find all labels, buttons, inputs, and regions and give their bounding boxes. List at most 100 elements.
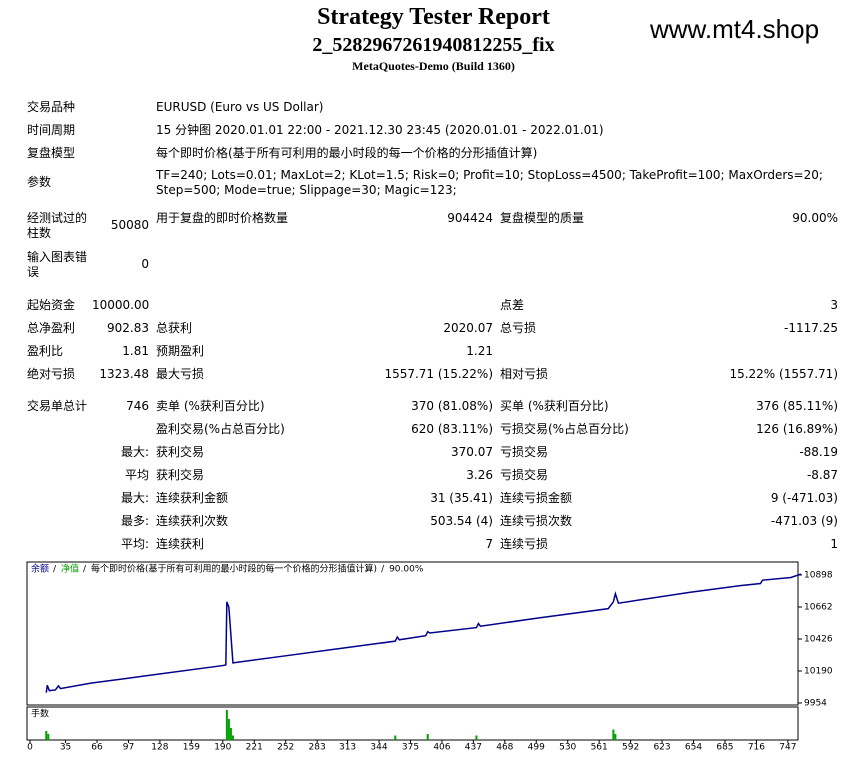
legend-item: 余额 bbox=[31, 563, 49, 575]
volume-bar bbox=[394, 735, 397, 740]
stat-value: 最多: bbox=[120, 514, 149, 528]
stat-value: 31 (35.41) bbox=[430, 491, 493, 505]
stat-value: 9 (-471.03) bbox=[770, 491, 838, 505]
stat-label: 连续获利金额 bbox=[156, 491, 229, 505]
volume-bar bbox=[426, 734, 429, 740]
report-subtitle: 2_5282967261940812255_fix bbox=[312, 34, 555, 56]
legend-sep: / bbox=[83, 565, 87, 575]
stat-value: 2020.07 bbox=[443, 321, 493, 335]
x-tick-label: 252 bbox=[277, 743, 294, 753]
stat-label: 连续获利 bbox=[156, 537, 205, 551]
stat-label: 预期盈利 bbox=[156, 344, 205, 358]
stat-value: -8.87 bbox=[806, 468, 838, 482]
stat-value: 1.21 bbox=[466, 344, 493, 358]
info-label: 交易品种 bbox=[27, 100, 76, 114]
stat-value: 1557.71 (15.22%) bbox=[384, 367, 493, 381]
stat-label: 最大亏损 bbox=[156, 367, 205, 381]
info-text: TF=240; Lots=0.01; MaxLot=2; KLot=1.5; R… bbox=[156, 168, 823, 197]
stat-value: -1117.25 bbox=[784, 321, 838, 335]
stat-value: 15.22% (1557.71) bbox=[729, 367, 838, 381]
site: www.mt4.shop bbox=[650, 14, 820, 44]
info-label: 参数 bbox=[27, 175, 52, 189]
x-tick-label: 654 bbox=[685, 743, 702, 753]
stat-value: 3 bbox=[830, 298, 838, 312]
stat-value: 最大: bbox=[120, 445, 149, 459]
stat-value: 平均: bbox=[120, 537, 149, 551]
x-tick-label: 623 bbox=[653, 743, 670, 753]
info-text: EURUSD (Euro vs US Dollar) bbox=[156, 100, 324, 114]
x-tick-label: 406 bbox=[433, 743, 450, 753]
stat-value: -88.19 bbox=[799, 445, 838, 459]
legend-item: 每个即时价格(基于所有可利用的最小时段的每一个价格的分形插值计算) bbox=[91, 563, 377, 575]
stat-label: 获利交易 bbox=[156, 468, 205, 482]
x-tick-label: 344 bbox=[370, 743, 387, 753]
volume-label: 手数 bbox=[31, 708, 49, 720]
stat-label: 盈利交易(%占总百分比) bbox=[156, 422, 285, 436]
x-tick-label: 716 bbox=[748, 743, 765, 753]
stat-value: 370.07 bbox=[451, 445, 493, 459]
x-tick-label: 747 bbox=[779, 743, 796, 753]
info-text: 每个即时价格(基于所有可利用的最小时段的每一个价格的分形插值计算) bbox=[156, 146, 538, 160]
y-tick-label: 9954 bbox=[804, 698, 827, 708]
stat-label: 连续亏损 bbox=[500, 537, 549, 551]
stat-label: 总亏损 bbox=[500, 321, 537, 335]
stat-value: 746 bbox=[126, 399, 149, 413]
stat-value: 10000.00 bbox=[92, 298, 150, 312]
stat-value: 1323.48 bbox=[99, 367, 149, 381]
x-tick-label: 530 bbox=[559, 743, 576, 753]
stat-label: 亏损交易 bbox=[500, 445, 549, 459]
stat-label: 盈利比 bbox=[27, 344, 64, 358]
stat-label: 总获利 bbox=[156, 321, 193, 335]
legend-sep: / bbox=[381, 565, 385, 575]
stat-label: 买单 (%获利百分比) bbox=[500, 399, 609, 413]
volume-frame bbox=[26, 706, 799, 741]
stat-value: 平均 bbox=[124, 468, 149, 482]
stat-label: 连续亏损金额 bbox=[500, 491, 573, 505]
stat-value: 904424 bbox=[447, 211, 493, 225]
x-tick-label: 35 bbox=[60, 743, 71, 753]
stat-label: 相对亏损 bbox=[500, 367, 549, 381]
volume-bar bbox=[225, 710, 228, 740]
volume-bar bbox=[612, 729, 615, 740]
y-tick-label: 10190 bbox=[804, 666, 833, 676]
stat-value: 3.26 bbox=[466, 468, 493, 482]
plot-frame bbox=[26, 561, 799, 706]
balance-line bbox=[45, 573, 802, 693]
stat-label: 连续获利次数 bbox=[156, 514, 229, 528]
y-tick-label: 10898 bbox=[804, 571, 833, 581]
stat-value: 最大: bbox=[120, 491, 149, 505]
volume-bar bbox=[231, 735, 234, 740]
stat-label: 连续亏损次数 bbox=[500, 514, 573, 528]
x-tick-label: 283 bbox=[309, 743, 326, 753]
x-tick-label: 375 bbox=[402, 743, 419, 753]
stat-value: 7 bbox=[485, 537, 493, 551]
stat-value: 370 (81.08%) bbox=[411, 399, 493, 413]
legend-item: 90.00% bbox=[389, 565, 424, 575]
info-label: 复盘模型 bbox=[27, 146, 76, 160]
stat-value: 90.00% bbox=[792, 211, 838, 225]
volume-bar bbox=[47, 734, 50, 740]
legend-item: 净值 bbox=[61, 563, 79, 575]
y-tick-label: 10426 bbox=[804, 634, 833, 644]
stat-label: 亏损交易(%占总百分比) bbox=[500, 422, 629, 436]
x-tick-label: 592 bbox=[622, 743, 639, 753]
x-tick-label: 499 bbox=[528, 743, 545, 753]
x-tick-label: 468 bbox=[496, 743, 513, 753]
x-tick-label: 159 bbox=[183, 743, 200, 753]
x-tick-label: 685 bbox=[716, 743, 733, 753]
stat-label: 交易单总计 bbox=[27, 399, 88, 413]
volume-bar bbox=[45, 731, 48, 740]
x-tick-label: 313 bbox=[339, 743, 356, 753]
legend-sep: / bbox=[53, 565, 57, 575]
volume-bar bbox=[614, 734, 617, 740]
stat-value: 0 bbox=[141, 257, 149, 271]
x-tick-label: 66 bbox=[91, 743, 103, 753]
stat-label: 卖单 (%获利百分比) bbox=[156, 399, 265, 413]
stat-label: 获利交易 bbox=[156, 445, 205, 459]
stat-label: 点差 bbox=[500, 298, 525, 312]
x-tick-label: 0 bbox=[27, 743, 33, 753]
info-label: 时间周期 bbox=[27, 123, 76, 137]
stat-label: 亏损交易 bbox=[500, 468, 549, 482]
info-text: 15 分钟图 2020.01.01 22:00 - 2021.12.30 23:… bbox=[156, 123, 604, 137]
stat-label: 输入图表错误 bbox=[27, 250, 88, 279]
